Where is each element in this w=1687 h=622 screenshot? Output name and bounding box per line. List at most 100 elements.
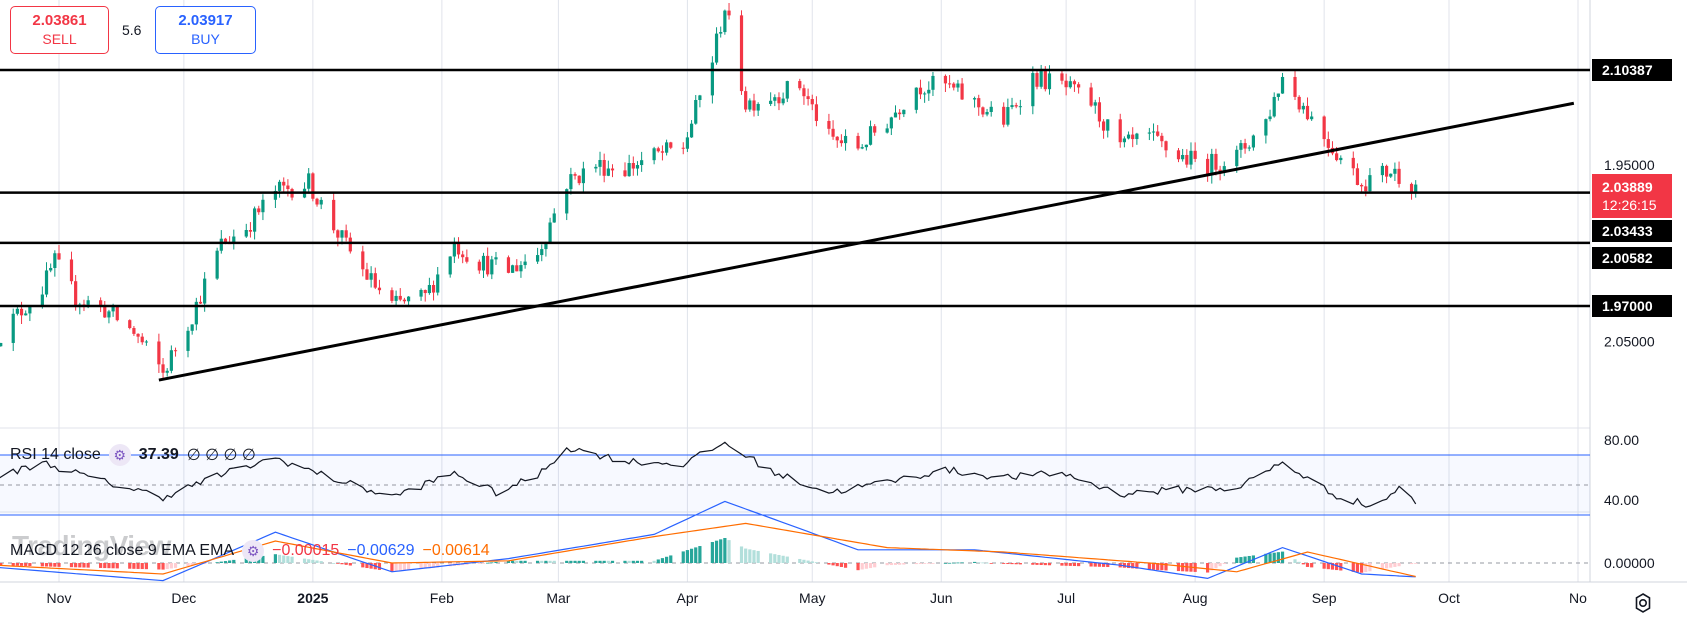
candle-body [627, 163, 631, 177]
macd-axis-tick: 0.00000 [1604, 555, 1655, 571]
candle-body [1089, 87, 1093, 106]
macd-histogram-bar [777, 554, 781, 563]
rsi-legend[interactable]: RSI 14 close ⚙ 37.39 ∅ ∅ ∅ ∅ [10, 444, 256, 466]
candle-body [1301, 105, 1305, 110]
candle-body [1322, 116, 1326, 140]
indicator-settings-icon[interactable]: ⚙ [108, 444, 131, 466]
macd-histogram-bar [756, 550, 760, 563]
trendline [158, 101, 1575, 382]
sell-button[interactable]: 2.03861 SELL [10, 6, 109, 54]
candle-body [931, 75, 935, 90]
candle-body [594, 166, 598, 169]
macd-histogram-bar [315, 560, 319, 563]
candle-body [1206, 158, 1210, 176]
candle-body [689, 123, 694, 138]
macd-histogram-bar [511, 560, 515, 563]
macd-histogram-bar [365, 563, 369, 569]
candle-body [315, 198, 319, 205]
macd-histogram-bar [1409, 563, 1414, 565]
macd-histogram-bar [523, 560, 527, 563]
gear-icon [1635, 593, 1651, 613]
candle-body [132, 328, 136, 334]
candle-body [1181, 154, 1185, 160]
macd-histogram-bar [273, 554, 278, 563]
candle-body [244, 230, 248, 237]
macd-histogram-bar [11, 563, 15, 566]
candle-body [1326, 139, 1330, 148]
level-price-label: 2.00582 [1602, 250, 1653, 266]
chart-settings-icon[interactable] [1630, 590, 1656, 616]
candle-body [15, 308, 19, 314]
macd-histogram-bar [203, 563, 207, 564]
macd-histogram-bar [344, 563, 348, 565]
price-countdown-label: 12:26:15 [1602, 197, 1657, 213]
candle-body [169, 350, 173, 371]
candle-body [11, 313, 15, 343]
macd-histogram-bar [290, 556, 294, 563]
macd-histogram-bar [0, 563, 3, 566]
macd-histogram-bar [1018, 563, 1022, 565]
candle-body [752, 100, 756, 111]
candle-body [198, 301, 203, 304]
macd-histogram-bar [594, 560, 598, 563]
time-axis-tick: Nov [47, 590, 72, 606]
macd-histogram-bar [86, 563, 90, 568]
macd-histogram-bar [827, 563, 831, 565]
candle-body [1176, 150, 1181, 160]
macd-histogram-bar [19, 563, 24, 566]
candle-body [1068, 81, 1072, 88]
macd-histogram-bar [839, 563, 843, 567]
time-axis-tick: Sep [1312, 590, 1337, 606]
candle-body [1389, 173, 1393, 177]
macd-histogram-bar [157, 563, 161, 570]
candle-body [465, 257, 469, 262]
macd-histogram-bar [985, 562, 989, 564]
candle-body [893, 112, 898, 118]
candle-body [481, 255, 486, 271]
macd-histogram-bar [198, 563, 203, 565]
macd-histogram-bar [972, 561, 977, 563]
indicator-settings-icon[interactable]: ⚙ [242, 540, 265, 562]
candle-body [248, 230, 253, 232]
macd-histogram-bar [1101, 563, 1106, 567]
candle-body [1214, 153, 1218, 170]
macd-legend-label: MACD 12 26 close 9 EMA EMA [10, 542, 235, 559]
buy-button[interactable]: 2.03917 BUY [155, 6, 256, 54]
macd-legend[interactable]: MACD 12 26 close 9 EMA EMA ⚙ −0.00015 −0… [10, 540, 490, 562]
candle-body [19, 308, 24, 316]
macd-histogram-bar [1218, 563, 1222, 567]
candle-body [1093, 102, 1097, 106]
macd-histogram-bar [1147, 563, 1151, 570]
macd-histogram-bar [78, 563, 82, 568]
candle-body [486, 255, 490, 275]
rsi-series-line [0, 441, 1417, 508]
candle-body [223, 238, 228, 244]
candle-body [723, 10, 727, 33]
candle-body [548, 222, 552, 243]
candle-body [1126, 134, 1131, 139]
macd-histogram-bar [723, 538, 727, 563]
candle-body [989, 106, 993, 112]
candle-body [1264, 119, 1268, 136]
candle-body [419, 289, 423, 297]
candle-body [99, 300, 103, 306]
macd-histogram-bar [1364, 563, 1368, 573]
candle-body [348, 237, 352, 252]
macd-histogram-bar [1301, 563, 1305, 565]
macd-histogram-bar [494, 561, 498, 563]
candle-body [860, 147, 864, 149]
macd-histogram-bar [1064, 563, 1068, 566]
macd-histogram-bar [103, 563, 107, 569]
macd-histogram-bar [610, 560, 615, 563]
macd-histogram-bar [1351, 563, 1355, 572]
candle-body [506, 257, 511, 273]
time-axis-tick: Feb [430, 590, 454, 606]
macd-histogram-bar [44, 563, 49, 567]
candle-body [1164, 141, 1168, 151]
candle-body [843, 135, 848, 144]
macd-histogram-bar [835, 563, 839, 567]
candle-body [394, 295, 398, 301]
macd-histogram-bar [219, 561, 223, 563]
